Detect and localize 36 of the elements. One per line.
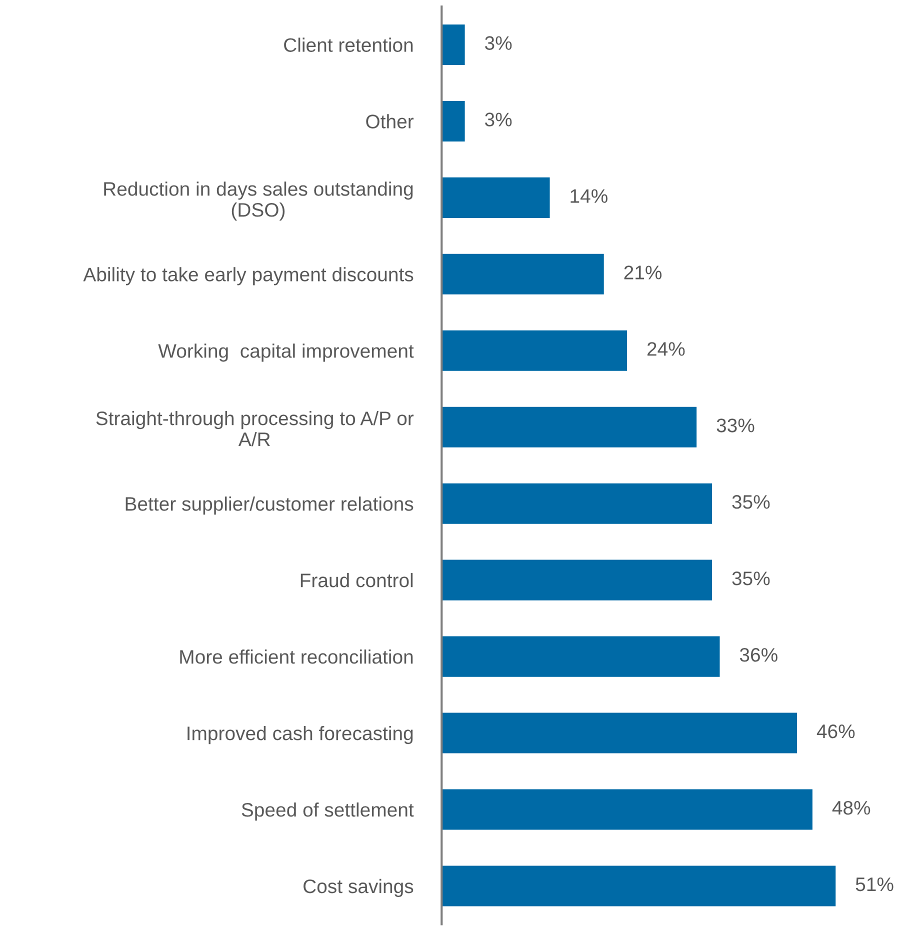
bar: [442, 330, 628, 371]
bar: [442, 712, 797, 754]
bar: [442, 177, 550, 218]
y-tick-label: Improved cash forecasting: [188, 726, 413, 744]
bar: [442, 636, 720, 677]
data-label: 36%: [740, 648, 778, 662]
data-label: 51%: [856, 878, 894, 892]
data-label: 46%: [816, 724, 855, 738]
data-label: 48%: [832, 800, 870, 815]
data-label: 14%: [570, 189, 608, 203]
y-tick-label: Better supplier/customer relations: [126, 496, 414, 515]
y-tick-label: Speed of settlement: [242, 802, 414, 821]
bar: [442, 789, 812, 830]
data-label: 33%: [716, 418, 754, 432]
y-tick-label: Fraud control: [300, 573, 413, 588]
y-tick-label: Ability to take early payment discounts: [83, 267, 414, 286]
bar: [442, 866, 836, 906]
bar: [442, 24, 465, 65]
bar: [442, 100, 465, 142]
bar: [442, 483, 712, 524]
y-tick-label: Straight-through processing to A/P or A/R: [96, 411, 414, 446]
y-tick-label: Cost savings: [304, 878, 414, 898]
bar: [442, 254, 604, 294]
bar: [442, 560, 712, 600]
data-label: 24%: [647, 342, 685, 356]
y-tick-label: Client retention: [284, 38, 413, 52]
y-tick-label: Working capital improvement: [158, 344, 414, 362]
bar: [442, 406, 697, 448]
y-tick-label: Other: [366, 114, 414, 128]
data-label: 35%: [732, 495, 770, 509]
data-label: 3%: [485, 112, 512, 126]
y-tick-label: Reduction in days sales outstanding (DSO): [104, 182, 413, 221]
data-label: 21%: [624, 266, 662, 280]
y-tick-label: More efficient reconciliation: [180, 650, 413, 664]
data-label: 3%: [485, 36, 512, 50]
data-label: 35%: [732, 572, 770, 586]
